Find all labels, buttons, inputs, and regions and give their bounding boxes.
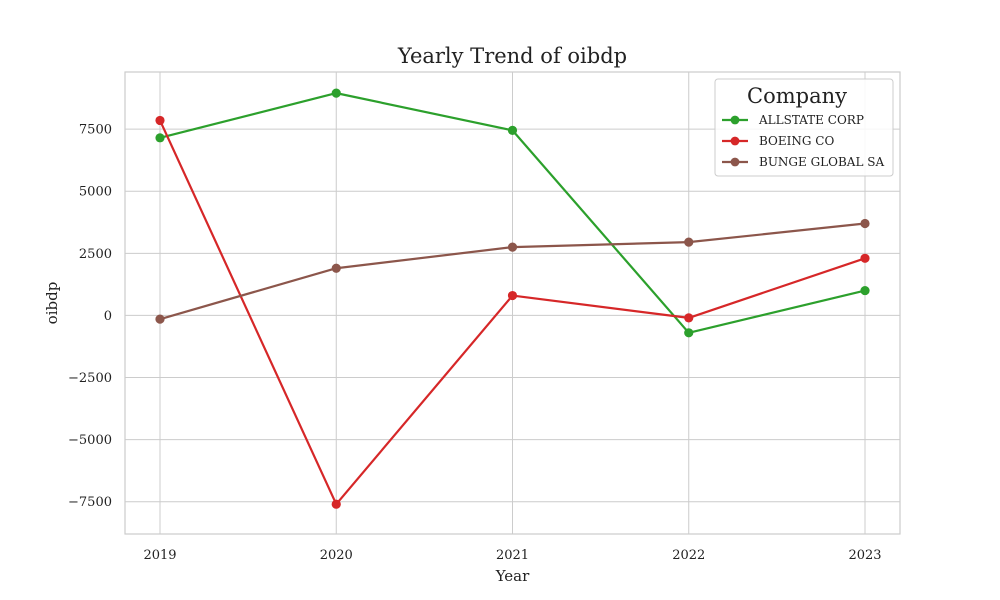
y-tick-label: 7500	[79, 123, 112, 138]
data-point	[331, 263, 341, 273]
data-point	[507, 242, 518, 252]
legend-box	[714, 78, 894, 177]
x-tick-label: 2021	[496, 548, 529, 563]
data-point	[684, 328, 694, 338]
series-bunge-global-sa	[155, 218, 870, 324]
x-axis-label: Year	[495, 567, 530, 585]
legend-label: ALLSTATE CORP	[758, 113, 864, 127]
data-point	[331, 499, 341, 509]
tick-labels: −7500 −5000 −2500 0 2500 5000 7500 2019 2020 2021…	[68, 123, 882, 563]
legend-marker	[730, 115, 740, 125]
grid	[125, 72, 900, 534]
y-tick-label: −7500	[68, 495, 112, 510]
data-point	[860, 253, 870, 263]
data-point	[507, 290, 518, 301]
legend-items: ALLSTATE CORP BOEING CO BUNGE GLOBAL SA	[722, 113, 884, 169]
y-tick-label: 5000	[79, 185, 112, 200]
legend-marker	[730, 157, 740, 167]
data-point	[684, 313, 694, 323]
series-group	[155, 88, 870, 509]
legend-title: Company	[747, 84, 847, 108]
data-point	[507, 125, 518, 135]
y-tick-label: 0	[104, 309, 112, 324]
x-tick-label: 2023	[848, 548, 881, 563]
data-point	[155, 314, 165, 324]
data-point	[331, 88, 341, 98]
legend-label: BOEING CO	[759, 134, 834, 148]
data-point	[155, 115, 165, 126]
x-tick-label: 2019	[143, 548, 176, 563]
y-tick-label: −2500	[68, 371, 112, 386]
data-point	[155, 133, 165, 143]
data-point	[860, 285, 870, 296]
y-axis-label: oibdp	[43, 282, 61, 325]
x-tick-label: 2022	[672, 548, 705, 563]
y-tick-label: −5000	[68, 433, 112, 448]
plot-area-frame	[124, 71, 901, 535]
legend-item: ALLSTATE CORP	[722, 113, 864, 127]
y-tick-label: 2500	[79, 247, 112, 262]
legend: Company ALLSTATE CORP BOEING CO BUNGE GLOB…	[714, 78, 894, 177]
legend-item: BOEING CO	[722, 134, 834, 148]
legend-marker	[730, 136, 740, 146]
legend-label: BUNGE GLOBAL SA	[759, 155, 884, 169]
x-tick-label: 2020	[320, 548, 353, 563]
data-point	[860, 218, 870, 229]
legend-item: BUNGE GLOBAL SA	[722, 155, 884, 169]
chart-title: Yearly Trend of oibdp	[397, 44, 627, 68]
series-boeing-co	[155, 115, 870, 509]
data-point	[684, 237, 694, 247]
series-allstate-corp	[155, 88, 870, 338]
